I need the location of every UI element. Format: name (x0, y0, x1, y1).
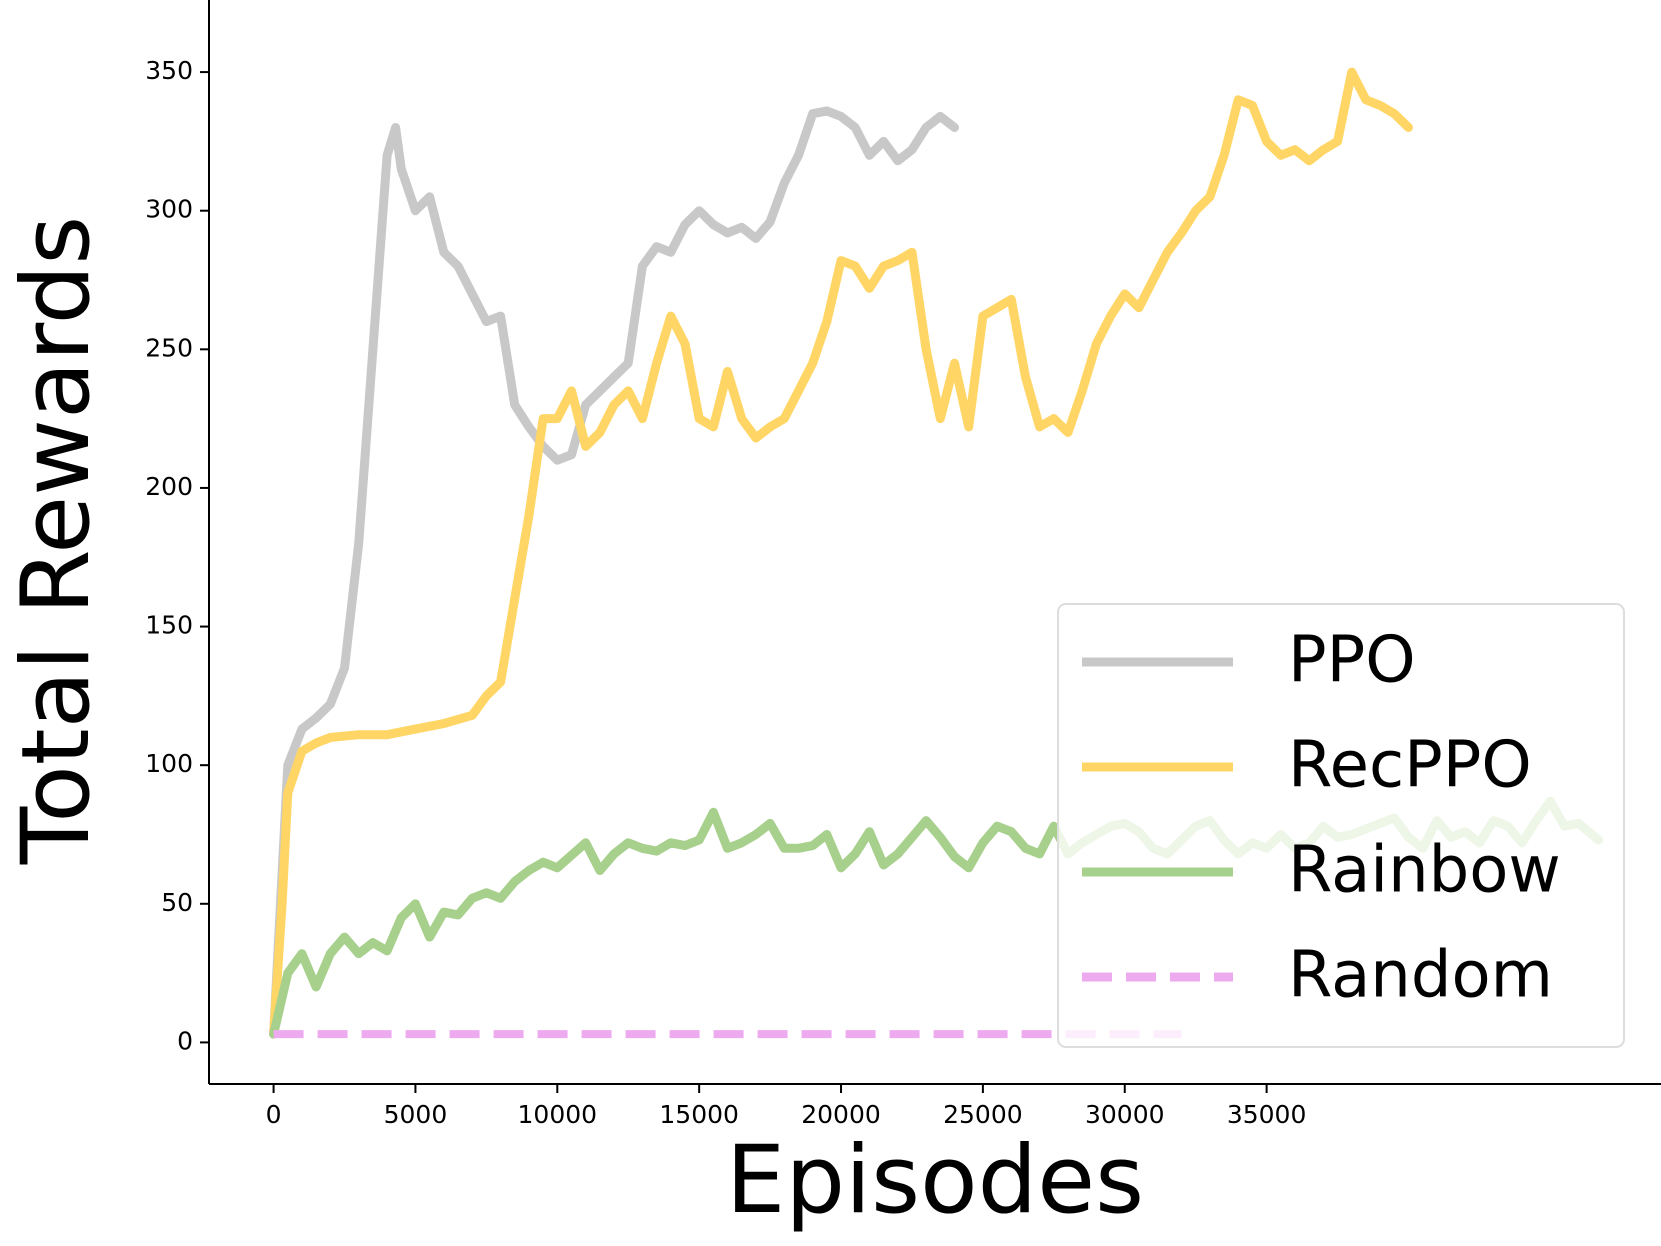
y-tick-label: 0 (177, 1026, 193, 1055)
y-tick-label: 350 (145, 56, 193, 85)
legend-label: PPO (1288, 624, 1416, 698)
y-tick-label: 50 (161, 888, 193, 917)
x-tick-label: 30000 (1085, 1100, 1165, 1129)
y-tick-label: 200 (145, 472, 193, 501)
y-tick-label: 300 (145, 195, 193, 224)
x-tick-label: 25000 (943, 1100, 1023, 1129)
legend-label: Rainbow (1288, 834, 1561, 908)
series-line (269, 106, 959, 1039)
legend-box (1057, 603, 1625, 1048)
x-tick-label: 10000 (518, 1100, 598, 1129)
x-tick-label: 5000 (384, 1100, 448, 1129)
x-tick-label: 20000 (801, 1100, 881, 1129)
y-tick-label: 100 (145, 749, 193, 778)
x-tick-label: 0 (266, 1100, 282, 1129)
legend-label: RecPPO (1288, 729, 1532, 803)
y-tick-label: 150 (145, 611, 193, 640)
legend: PPO RecPPO Rainbow Random (1057, 603, 1625, 1048)
y-axis-label: Total Rewards (2, 216, 111, 865)
x-tick-label: 15000 (659, 1100, 739, 1129)
x-axis-label: Episodes (726, 1126, 1144, 1235)
series-line (269, 67, 1413, 1039)
x-tick-label: 35000 (1227, 1100, 1307, 1129)
legend-label: Random (1288, 939, 1553, 1013)
y-tick-label: 250 (145, 333, 193, 362)
